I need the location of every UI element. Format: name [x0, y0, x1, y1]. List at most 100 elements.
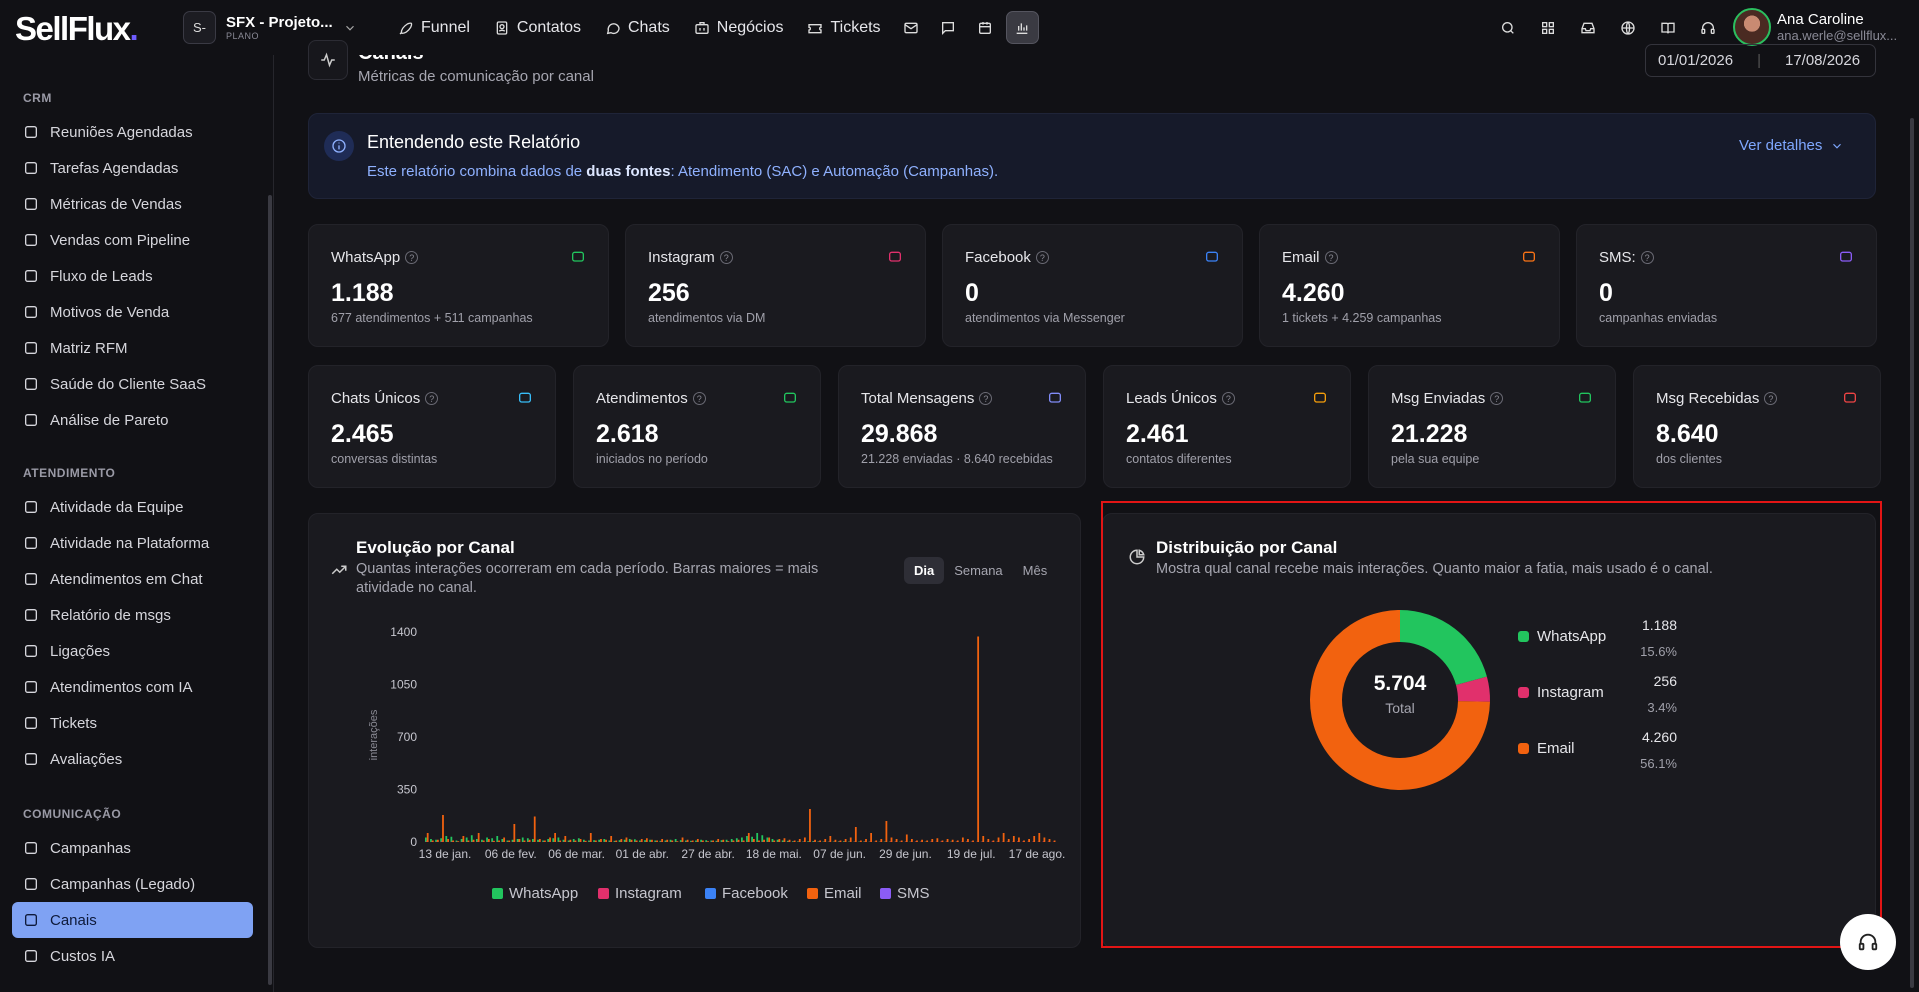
bar-whatsapp[interactable]	[598, 839, 601, 842]
bar-email[interactable]	[773, 840, 776, 843]
bar-email[interactable]	[533, 816, 536, 843]
bar-instagram[interactable]	[461, 841, 464, 842]
bar-email[interactable]	[758, 840, 760, 843]
bar-email[interactable]	[635, 840, 638, 843]
bar-whatsapp[interactable]	[710, 840, 713, 843]
bar-email[interactable]	[916, 840, 918, 843]
bar-email[interactable]	[900, 840, 903, 843]
bar-whatsapp[interactable]	[572, 839, 575, 842]
bar-whatsapp[interactable]	[628, 839, 631, 842]
bar-email[interactable]	[982, 836, 985, 842]
sidebar-item-sa-de-do-cliente-saas[interactable]: Saúde do Cliente SaaS	[12, 366, 253, 402]
bar-whatsapp[interactable]	[450, 836, 453, 842]
sidebar-scrollbar[interactable]	[268, 195, 272, 985]
main-scrollbar[interactable]	[1910, 118, 1914, 988]
donut-slice-instagram[interactable]	[1456, 676, 1490, 702]
sidebar-item-atividade-da-equipe[interactable]: Atividade da Equipe	[12, 489, 253, 525]
bar-email[interactable]	[931, 839, 934, 842]
bar-email[interactable]	[645, 838, 648, 842]
bar-email[interactable]	[752, 839, 755, 842]
bar-email[interactable]	[482, 840, 485, 843]
bar-email[interactable]	[691, 840, 694, 843]
bar-email[interactable]	[926, 840, 929, 843]
sidebar-item-an-lise-de-pareto[interactable]: Análise de Pareto	[12, 402, 253, 438]
legend-whatsapp[interactable]: WhatsApp	[492, 885, 578, 902]
tab-semana[interactable]: Semana	[954, 562, 1003, 578]
bar-whatsapp[interactable]	[440, 838, 443, 842]
bar-whatsapp[interactable]	[547, 839, 550, 842]
bar-email[interactable]	[798, 839, 801, 842]
nav-negocios[interactable]: Negócios	[684, 11, 794, 44]
bar-email[interactable]	[1028, 839, 1031, 842]
help-icon[interactable]: ?	[405, 251, 419, 264]
bar-whatsapp[interactable]	[669, 839, 672, 842]
bar-email[interactable]	[630, 839, 633, 842]
bar-whatsapp[interactable]	[700, 839, 703, 842]
project-selector[interactable]: S- SFX - Projeto... PLANO	[183, 11, 357, 44]
bar-email[interactable]	[518, 839, 521, 842]
bar-whatsapp[interactable]	[532, 839, 534, 842]
bar-email[interactable]	[788, 839, 791, 842]
bar-email[interactable]	[681, 837, 684, 843]
bar-email[interactable]	[447, 839, 449, 842]
bar-whatsapp[interactable]	[526, 838, 529, 842]
bar-whatsapp[interactable]	[425, 837, 427, 843]
bar-instagram[interactable]	[711, 841, 714, 842]
bar-email[interactable]	[885, 821, 888, 842]
bar-instagram[interactable]	[425, 841, 428, 842]
bar-email[interactable]	[559, 840, 562, 843]
bar-email[interactable]	[462, 836, 465, 842]
bar-whatsapp[interactable]	[786, 840, 789, 842]
bar-instagram[interactable]	[940, 841, 943, 842]
bar-email[interactable]	[584, 840, 587, 842]
bar-whatsapp[interactable]	[577, 838, 580, 842]
bar-whatsapp[interactable]	[679, 840, 682, 842]
nav-reports[interactable]	[1005, 11, 1039, 44]
bar-whatsapp[interactable]	[776, 839, 779, 842]
bar-email[interactable]	[538, 839, 541, 842]
bar-email[interactable]	[1023, 840, 1025, 843]
help-icon[interactable]: ?	[1221, 392, 1235, 405]
bar-whatsapp[interactable]	[588, 840, 590, 843]
sidebar-item-campanhas-legado-[interactable]: Campanhas (Legado)	[12, 866, 253, 902]
bar-email[interactable]	[574, 840, 577, 843]
bar-email[interactable]	[742, 840, 745, 843]
bar-whatsapp[interactable]	[593, 840, 595, 842]
bar-email[interactable]	[625, 837, 628, 843]
user-menu[interactable]: Ana Caroline ana.werle@sellflux...	[1733, 8, 1897, 46]
bar-whatsapp[interactable]	[613, 840, 616, 842]
bar-whatsapp[interactable]	[511, 839, 514, 842]
bar-email[interactable]	[839, 840, 842, 843]
apps-button[interactable]	[1532, 11, 1564, 44]
bar-email[interactable]	[737, 839, 740, 842]
bar-email[interactable]	[707, 841, 709, 842]
bar-whatsapp[interactable]	[460, 839, 463, 842]
bar-email[interactable]	[579, 839, 582, 842]
bar-instagram[interactable]	[889, 841, 892, 842]
sidebar-item-campanhas[interactable]: Campanhas	[12, 830, 253, 866]
bar-email[interactable]	[941, 840, 944, 843]
bar-whatsapp[interactable]	[430, 839, 432, 842]
bar-email[interactable]	[549, 837, 551, 843]
sidebar-item-atividade-na-plataforma[interactable]: Atividade na Plataforma	[12, 525, 253, 561]
bar-email[interactable]	[467, 840, 470, 843]
bar-instagram[interactable]	[864, 841, 867, 842]
bar-email[interactable]	[615, 840, 618, 843]
bar-instagram[interactable]	[787, 841, 790, 842]
bar-email[interactable]	[1048, 839, 1051, 842]
bar-whatsapp[interactable]	[633, 839, 636, 842]
bar-whatsapp[interactable]	[863, 841, 866, 842]
bar-email[interactable]	[905, 834, 908, 843]
nav-mail[interactable]	[895, 11, 928, 44]
bar-whatsapp[interactable]	[654, 840, 657, 843]
sidebar-item-matriz-rfm[interactable]: Matriz RFM	[12, 330, 253, 366]
bar-whatsapp[interactable]	[567, 840, 570, 843]
help-icon[interactable]: ?	[979, 392, 993, 405]
bar-whatsapp[interactable]	[720, 840, 723, 842]
legend-email[interactable]: Email	[807, 885, 862, 902]
bar-instagram[interactable]	[660, 841, 663, 842]
bar-whatsapp[interactable]	[465, 837, 468, 843]
bar-whatsapp[interactable]	[664, 840, 667, 843]
bar-email[interactable]	[992, 840, 995, 843]
bar-instagram[interactable]	[634, 841, 637, 842]
